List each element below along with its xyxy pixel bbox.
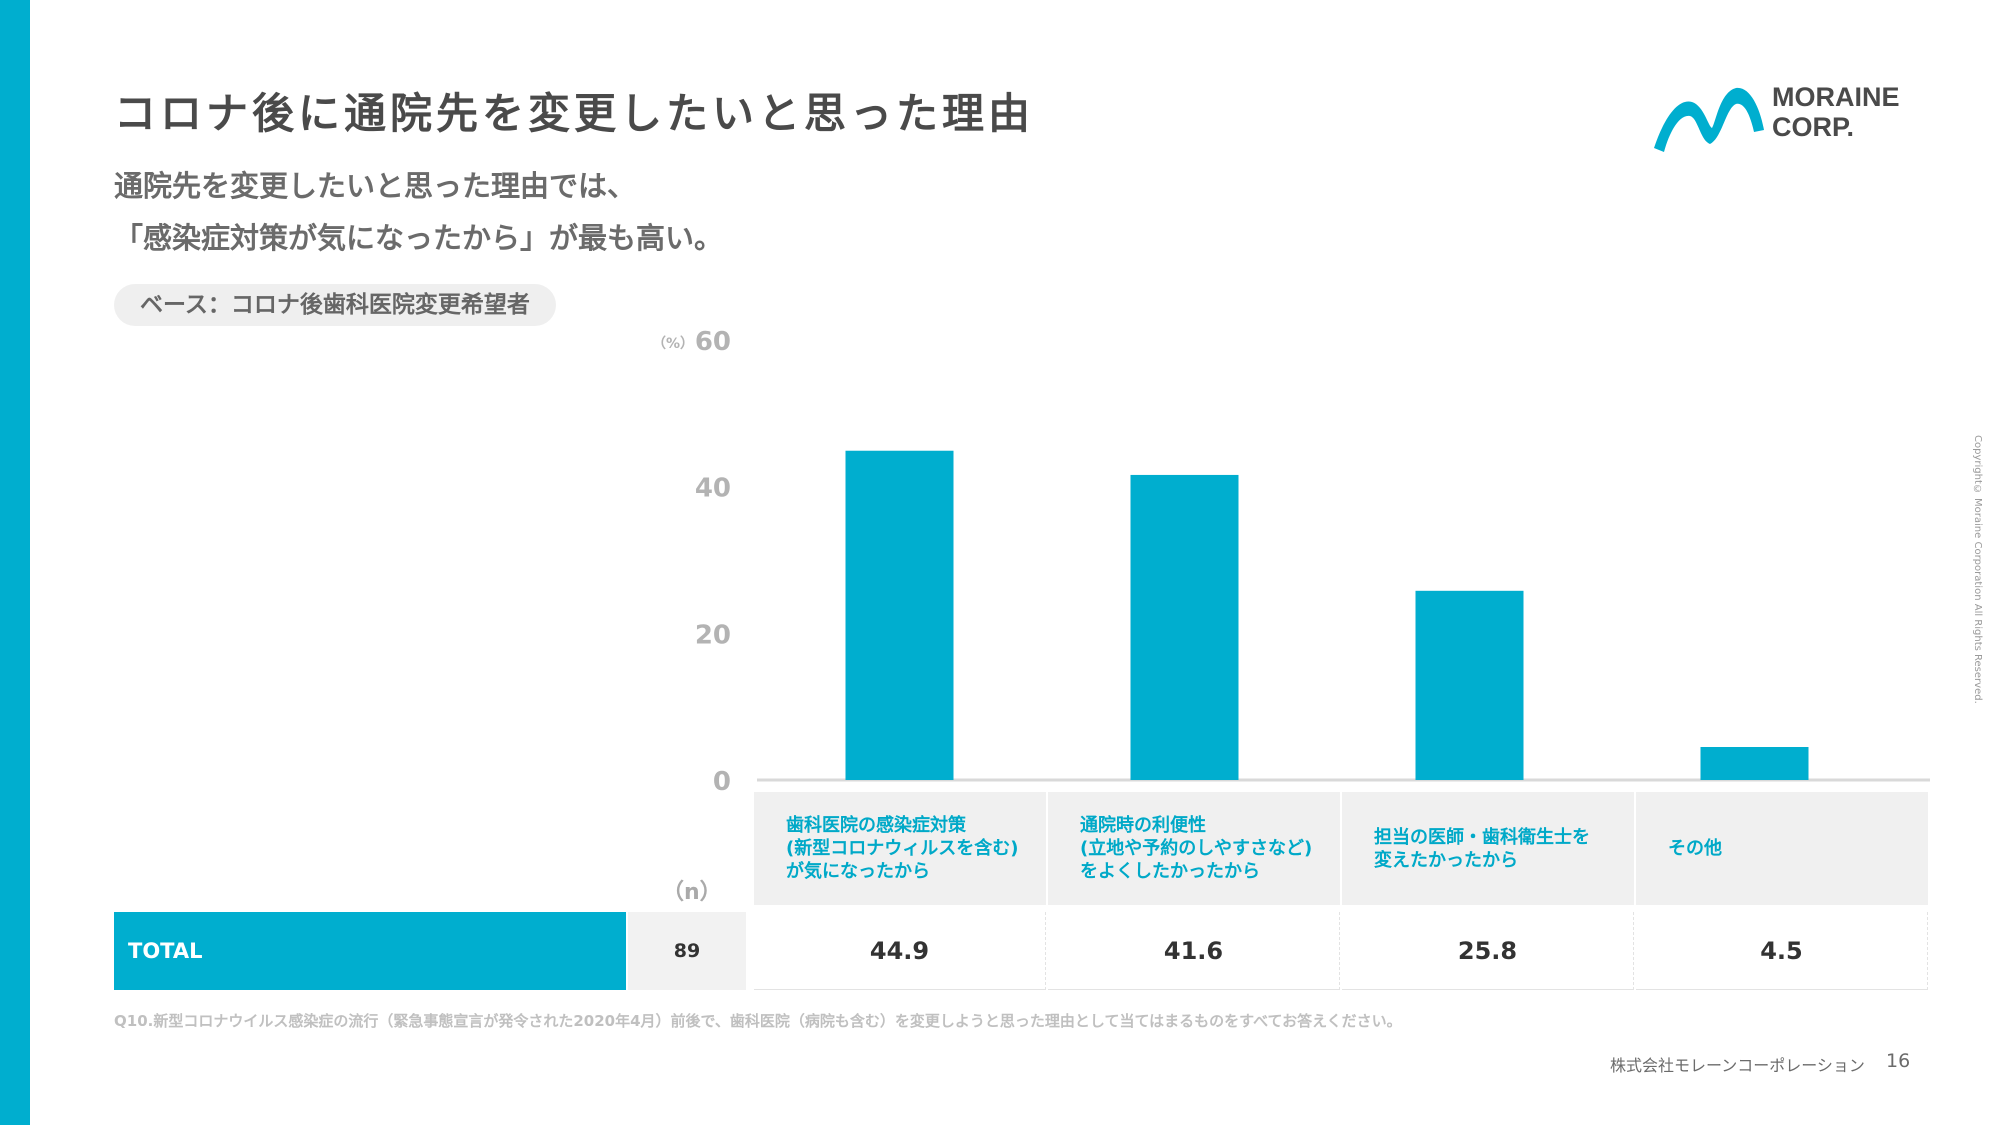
company-name-footer: 株式会社モレーンコーポレーション (1610, 1056, 1865, 1075)
value-cell-4: 4.5 (1636, 912, 1928, 990)
base-label: ベース：コロナ後歯科医院変更希望者 (114, 284, 556, 326)
y-tick-label-0: 0 (713, 767, 731, 797)
logo-line-1: MORAINE (1772, 82, 1900, 112)
value-cell-2: 41.6 (1048, 912, 1340, 990)
subtitle-line-2: 「感染症対策が気になったから」が最も高い。 (114, 221, 724, 255)
logo-text: MORAINE CORP. (1772, 82, 1900, 142)
company-logo: MORAINE CORP. (1650, 78, 1930, 158)
category-header-3: 担当の医師・歯科衛生士を 変えたかったから (1342, 792, 1634, 905)
page-subtitle: 通院先を変更したいと思った理由では、 「感染症対策が気になったから」が最も高い。 (114, 160, 723, 264)
logo-line-2: CORP. (1772, 112, 1855, 142)
copyright-notice: Copyright© Moraine Corporation All Right… (1972, 435, 1983, 704)
category-header-1: 歯科医院の感染症対策 (新型コロナウィルスを含む) が気になったから (754, 792, 1046, 905)
bar-3 (1415, 590, 1524, 780)
bar-1 (845, 450, 954, 780)
subtitle-line-1: 通院先を変更したいと思った理由では、 (114, 169, 637, 203)
value-cell-3: 25.8 (1342, 912, 1634, 990)
row-label-total: TOTAL (114, 912, 626, 990)
bar-2 (1130, 474, 1239, 780)
y-tick-label-60: 60 (695, 327, 731, 357)
value-cell-1: 44.9 (754, 912, 1046, 990)
y-tick-label-20: 20 (695, 620, 731, 650)
y-tick-label-40: 40 (695, 474, 731, 504)
moraine-logo-icon (1654, 87, 1764, 152)
category-header-4: その他 (1636, 792, 1928, 905)
y-unit-label: （%） (652, 336, 694, 352)
n-value-cell: 89 (628, 912, 746, 990)
question-footnote: Q10.新型コロナウイルス感染症の流行（緊急事態宣言が発令された2020年4月）… (114, 1012, 1402, 1030)
category-header-2: 通院時の利便性 (立地や予約のしやすさなど) をよくしたかったから (1048, 792, 1340, 905)
accent-sidebar-bar (0, 0, 30, 1125)
bar-4 (1700, 747, 1809, 780)
page-title: コロナ後に通院先を変更したいと思った理由 (114, 89, 1035, 138)
page-number: 16 (1886, 1050, 1911, 1072)
n-column-header: （n） (662, 880, 722, 905)
